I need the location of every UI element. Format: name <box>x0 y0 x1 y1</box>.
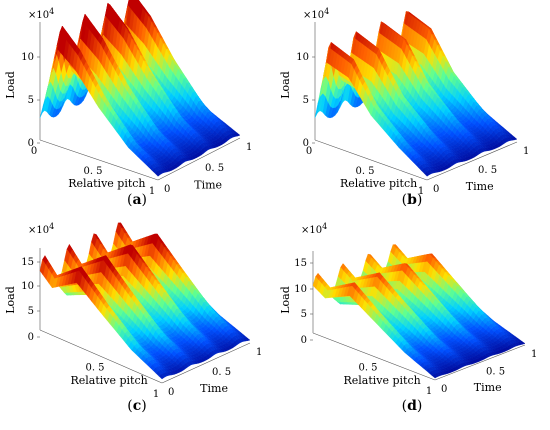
x-axis-label: Relative pitch <box>340 177 417 190</box>
panel-caption-close: ) <box>141 398 146 414</box>
y-tick-label: 0. 5 <box>478 165 497 176</box>
panel-caption-letter: a <box>132 192 141 208</box>
y-axis-line <box>434 344 526 381</box>
z-tick-label: 0 <box>303 138 309 149</box>
y-tick-label: 0 <box>168 387 174 398</box>
x-axis-line <box>39 139 159 181</box>
y-tick-label: 1 <box>256 347 262 358</box>
surface-patch <box>314 96 321 118</box>
y-tick-label: 1 <box>523 146 529 157</box>
z-axis-label: Load <box>4 71 17 99</box>
panel-c: 0 5 10 15 ×104 Load 0. 5 1 Relative pitch 0 0. 5 1 T… <box>0 215 275 430</box>
z-tick-label: 5 <box>301 309 307 320</box>
y-tick-label: 0. 5 <box>205 163 224 174</box>
z-tick-label: 0 <box>28 138 34 149</box>
z-tick-label: 0 <box>301 335 307 346</box>
surface-chart-a: 0 5 10 ×104 Load 0 0. 5 1 Relative pitch 0 0. 5 1 Ti… <box>4 0 252 208</box>
panel-b: 0 5 10 ×104 Load 0 0. 5 1 Relative pitch 0 0. 5 1 Ti… <box>275 0 550 215</box>
surface-patch <box>39 99 46 118</box>
z-tick-label: 10 <box>296 52 309 63</box>
x-axis-line <box>312 332 436 381</box>
panel-caption-letter: c <box>133 398 142 414</box>
z-axis-label: Load <box>279 71 292 99</box>
panel-caption: (a) <box>127 192 147 208</box>
z-multiplier-label: ×104 <box>303 7 329 21</box>
panel-caption: (c) <box>127 398 146 414</box>
x-tick-label: 0. 5 <box>355 166 374 177</box>
z-multiplier-exponent: 4 <box>49 7 54 16</box>
y-tick-label: 1 <box>246 142 252 153</box>
z-tick-label: 5 <box>28 306 34 317</box>
z-tick-label: 15 <box>21 257 34 268</box>
x-tick-label: 1 <box>149 186 155 197</box>
z-multiplier-exponent: 4 <box>324 7 329 16</box>
z-multiplier-label: ×104 <box>28 7 54 21</box>
panel-caption-close: ) <box>417 192 422 208</box>
panel-caption: (b) <box>402 192 423 208</box>
x-axis-line <box>314 139 428 181</box>
z-tick-label: 5 <box>303 95 309 106</box>
y-tick-label: 0 <box>433 184 439 195</box>
z-tick-label: 10 <box>21 52 34 63</box>
y-axis-line <box>157 137 241 181</box>
y-axis-line <box>426 141 518 181</box>
y-tick-label: 0. 5 <box>212 367 231 378</box>
x-axis-line <box>39 329 163 384</box>
z-tick-label: 15 <box>294 258 307 269</box>
z-tick-label: 5 <box>28 95 34 106</box>
panel-a: 0 5 10 ×104 Load 0 0. 5 1 Relative pitch 0 0. 5 1 Ti… <box>0 0 275 215</box>
x-tick-label: 0 <box>31 146 37 157</box>
z-multiplier-label: ×104 <box>28 222 54 236</box>
z-tick-label: 0 <box>28 332 34 343</box>
surface-chart-c: 0 5 10 15 ×104 Load 0. 5 1 Relative pitch 0 0. 5 1 T… <box>4 222 262 414</box>
panel-caption-letter: b <box>407 192 417 208</box>
z-tick-label: 10 <box>294 284 307 295</box>
z-tick-label: 10 <box>21 281 34 292</box>
y-tick-label: 0 <box>164 184 170 195</box>
x-tick-label: 1 <box>153 389 159 400</box>
y-axis-line <box>161 342 251 384</box>
x-tick-label: 0. 5 <box>83 166 102 177</box>
panel-caption-close: ) <box>142 192 147 208</box>
x-tick-label: 1 <box>418 186 424 197</box>
y-axis-label: Time <box>194 179 222 192</box>
z-multiplier-exponent: 4 <box>49 222 54 231</box>
x-tick-label: 0 <box>306 146 312 157</box>
z-axis-label: Load <box>4 286 17 314</box>
y-axis-label: Time <box>466 180 494 193</box>
x-axis-label: Relative pitch <box>68 177 145 190</box>
surface-patch <box>39 259 46 276</box>
x-axis-label: Relative pitch <box>70 374 147 387</box>
y-axis-label: Time <box>200 382 228 395</box>
x-tick-label: 0. 5 <box>85 363 104 374</box>
